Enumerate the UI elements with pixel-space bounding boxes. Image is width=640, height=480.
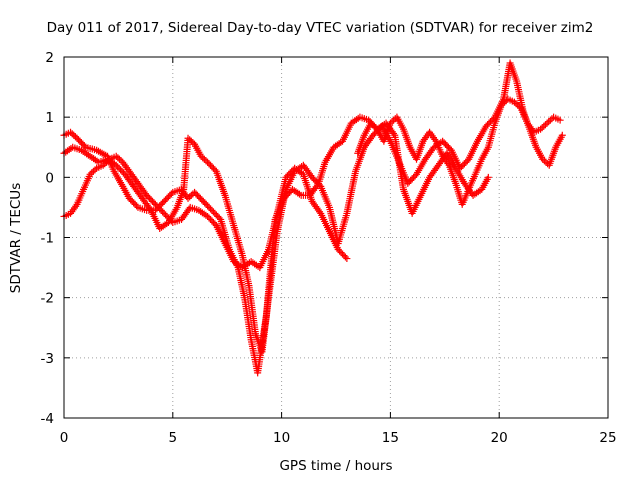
data-point [86, 170, 94, 178]
data-point [541, 121, 549, 129]
data-point [446, 145, 454, 153]
series-track-d [354, 95, 564, 208]
data-point [390, 116, 398, 124]
data-point [558, 131, 566, 139]
data-point [88, 169, 96, 177]
x-tick-label: 10 [273, 430, 290, 446]
data-point [104, 157, 112, 165]
data-point [316, 208, 324, 216]
data-point [167, 190, 175, 198]
data-point [390, 129, 398, 137]
data-point [202, 157, 210, 165]
y-tick-label: 2 [45, 50, 54, 66]
data-point [515, 103, 523, 111]
data-point [463, 157, 471, 165]
data-point [186, 136, 194, 144]
data-point [80, 142, 88, 150]
data-point [99, 161, 107, 169]
data-point [71, 133, 79, 141]
data-point [546, 116, 554, 124]
data-point [367, 119, 375, 127]
data-point [539, 155, 547, 163]
data-point [68, 130, 76, 138]
data-point [187, 137, 195, 145]
data-point [133, 202, 141, 210]
y-tick-label: -1 [41, 231, 54, 247]
data-point [538, 124, 546, 132]
x-tick-label: 20 [491, 430, 508, 446]
data-point [497, 101, 505, 109]
y-tick-label: -3 [41, 351, 54, 367]
data-point [372, 124, 380, 132]
data-point [146, 205, 154, 213]
x-tick-label: 0 [60, 430, 69, 446]
data-point [386, 119, 394, 127]
chart-title: Day 011 of 2017, Sidereal Day-to-day VTE… [47, 20, 594, 36]
data-point [512, 100, 520, 108]
data-point [545, 118, 553, 126]
data-point [184, 134, 192, 142]
data-point [70, 131, 78, 139]
y-tick-label: 0 [45, 170, 54, 186]
y-tick-label: -2 [41, 291, 54, 307]
data-point [67, 128, 75, 136]
data-point [540, 122, 548, 130]
data-point [189, 139, 197, 147]
data-point [112, 152, 120, 160]
axis-ticks: 0 5 10 15 20 25 -4 -3 -2 -1 0 1 2 [41, 50, 617, 446]
data-point [537, 125, 545, 133]
data-point [114, 154, 122, 162]
data-point [215, 214, 223, 222]
data-point [388, 118, 396, 126]
data-point [197, 152, 205, 160]
y-tick-label: 1 [45, 110, 54, 126]
data-point [91, 166, 99, 174]
data-point [556, 116, 564, 124]
x-tick-label: 5 [169, 430, 178, 446]
data-point [101, 160, 109, 168]
data-point [200, 155, 208, 163]
data-point [514, 101, 522, 109]
x-tick-label: 15 [382, 430, 399, 446]
data-point [89, 167, 97, 175]
data-point [370, 122, 378, 130]
data-point [315, 181, 323, 189]
data-point [117, 157, 125, 165]
data-point [543, 119, 551, 127]
data-point [184, 194, 192, 202]
data-point [211, 166, 219, 174]
data-point [186, 193, 194, 201]
x-tick-label: 25 [599, 430, 616, 446]
data-point [368, 121, 376, 129]
y-axis-label: SDTVAR / TECUs [8, 183, 24, 293]
data-point [501, 98, 509, 106]
data-point [211, 220, 219, 228]
data-point [102, 158, 110, 166]
y-tick-label: -4 [41, 411, 54, 427]
data-point [510, 98, 518, 106]
data-point [484, 173, 492, 181]
data-point [540, 157, 548, 165]
x-axis-label: GPS time / hours [279, 458, 392, 474]
series-track-c [60, 152, 351, 272]
data-point [499, 100, 507, 108]
data-point [343, 255, 351, 263]
data-point [199, 154, 207, 162]
data-point [542, 158, 550, 166]
data-point [187, 191, 195, 199]
data-point [115, 155, 123, 163]
data-point [341, 253, 349, 261]
data-points [60, 59, 566, 377]
